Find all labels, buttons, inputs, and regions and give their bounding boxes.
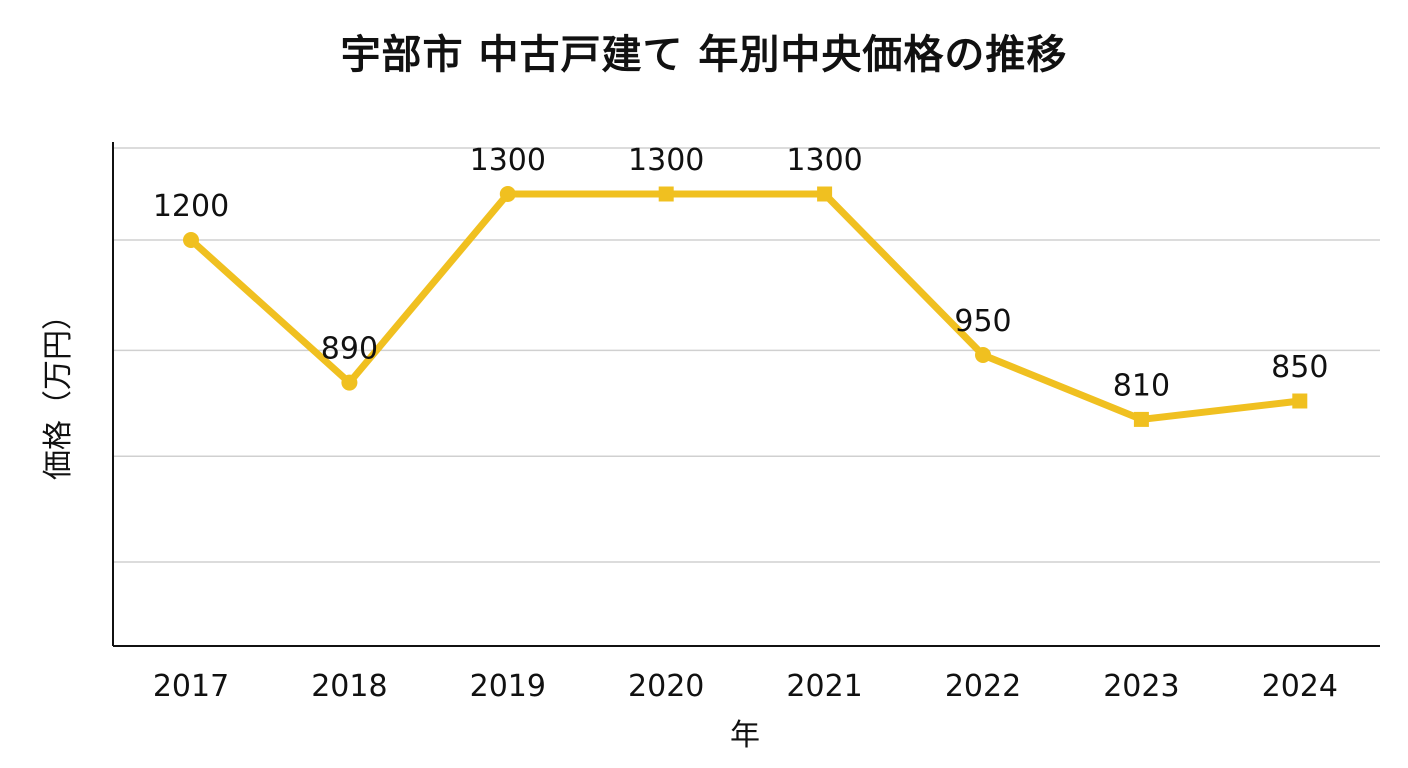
x-tick-label-2018: 2018 — [311, 669, 387, 704]
data-point-2018 — [341, 374, 358, 391]
data-point-2020 — [658, 186, 674, 202]
data-point-2023 — [1133, 411, 1149, 427]
data-label-2023: 810 — [1113, 368, 1170, 403]
y-axis-title: 価格（万円） — [41, 300, 76, 480]
data-point-2022 — [975, 347, 991, 363]
data-point-2021 — [817, 186, 833, 202]
data-labels: 1200 890 1300 1300 1300 950 810 850 — [153, 143, 1329, 403]
data-point-2017 — [183, 232, 199, 248]
data-label-2017: 1200 — [153, 189, 229, 224]
x-tick-labels: 2017 2018 2019 2020 2021 2022 2023 2024 — [153, 669, 1338, 704]
x-tick-label-2019: 2019 — [470, 669, 546, 704]
data-points — [183, 186, 1308, 427]
chart-title: 宇部市 中古戸建て 年別中央価格の推移 — [340, 32, 1068, 78]
x-tick-label-2021: 2021 — [786, 669, 862, 704]
data-point-2019 — [499, 186, 516, 202]
gridlines — [113, 147, 1380, 563]
data-label-2018: 890 — [321, 332, 378, 367]
data-label-2024: 850 — [1271, 350, 1328, 385]
x-axis-title: 年 — [730, 718, 760, 753]
x-tick-label-2020: 2020 — [628, 669, 704, 704]
x-tick-label-2017: 2017 — [153, 669, 229, 704]
data-label-2020: 1300 — [628, 143, 704, 178]
series-line — [187, 190, 1304, 423]
data-label-2021: 1300 — [786, 143, 862, 178]
data-label-2022: 950 — [954, 304, 1011, 339]
x-tick-label-2023: 2023 — [1103, 669, 1179, 704]
x-tick-label-2022: 2022 — [945, 669, 1021, 704]
data-point-2024 — [1292, 393, 1308, 409]
data-label-2019: 1300 — [470, 143, 546, 178]
x-tick-label-2024: 2024 — [1262, 669, 1338, 704]
